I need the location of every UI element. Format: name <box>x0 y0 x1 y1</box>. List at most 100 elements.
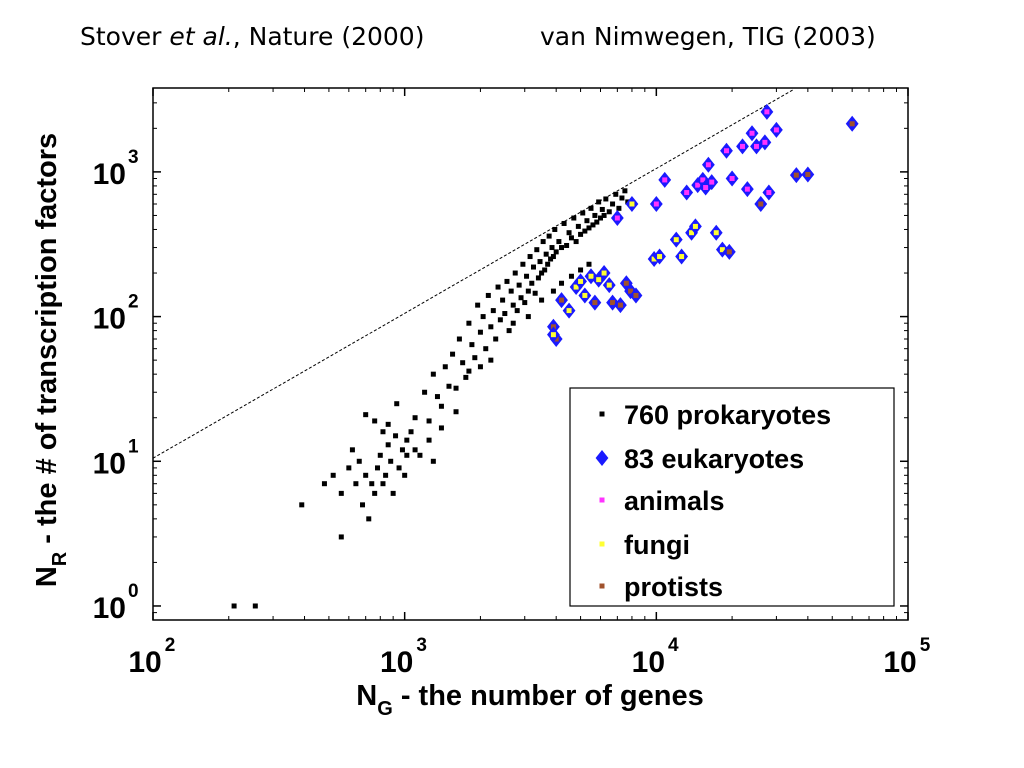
prokaryote-point <box>564 242 570 248</box>
protists-point <box>726 249 732 255</box>
fungi-point <box>673 237 679 243</box>
prokaryote-point <box>412 415 418 421</box>
prokaryote-point <box>231 603 237 609</box>
fungi-point <box>582 292 588 298</box>
fungi-point <box>601 270 607 276</box>
prokaryote-point <box>529 280 535 286</box>
animals-point <box>766 190 772 196</box>
prokaryote-point <box>372 490 378 496</box>
prokaryote-point <box>539 270 545 276</box>
prokaryote-point <box>549 245 555 251</box>
prokaryote-point <box>502 311 508 317</box>
prokaryote-point <box>463 374 469 380</box>
animals-point <box>703 185 709 191</box>
y-tick-exponent: 3 <box>128 147 139 168</box>
animals-point <box>753 143 759 149</box>
prokaryote-point <box>299 502 305 508</box>
x-tick-label: 10 <box>632 646 665 679</box>
prokaryote-point <box>537 259 543 265</box>
prokaryote-point <box>356 458 362 464</box>
figure-caption: Stover et al., Nature (2000) van Nimwege… <box>0 22 1024 72</box>
animals-point <box>700 177 706 183</box>
x-tick-exponent: 4 <box>668 635 679 656</box>
legend-label: fungi <box>624 530 690 560</box>
prokaryote-point <box>396 465 402 471</box>
animals-point <box>723 148 729 154</box>
animals-point <box>614 215 620 221</box>
prokaryote-point <box>442 364 448 370</box>
prokaryote-point <box>252 603 258 609</box>
prokaryote-point <box>430 458 436 464</box>
prokaryote-point <box>450 351 456 357</box>
prokaryote-point <box>580 210 586 216</box>
prokaryote-point <box>417 452 423 458</box>
protists-point <box>793 172 799 178</box>
fungi-point <box>651 256 657 262</box>
protists-point <box>849 121 855 127</box>
prokaryote-point <box>453 409 459 415</box>
prokaryote-point <box>466 320 472 326</box>
prokaryote-point <box>525 314 531 320</box>
prokaryote-point <box>430 371 436 377</box>
prokaryote-point <box>393 433 399 439</box>
prokaryote-point <box>598 215 604 221</box>
x-tick-label: 10 <box>883 646 916 679</box>
prokaryote-point <box>426 418 432 424</box>
prokaryote-point <box>518 295 524 301</box>
prokaryote-point <box>619 195 625 201</box>
prokaryote-point <box>388 458 394 464</box>
legend-marker-diamond <box>595 450 609 466</box>
prokaryote-point <box>510 302 516 308</box>
legend-label: protists <box>624 572 723 602</box>
fungi-point <box>679 254 685 260</box>
protists-point <box>805 171 811 177</box>
prokaryote-point <box>573 239 579 245</box>
prokaryote-point <box>493 336 499 342</box>
prokaryote-point <box>586 225 592 231</box>
legend-label: 760 prokaryotes <box>624 400 831 430</box>
prokaryote-point <box>360 502 366 508</box>
protists-point <box>628 288 634 294</box>
prokaryote-point <box>545 261 551 267</box>
y-tick-label: 10 <box>93 303 126 336</box>
animals-point <box>773 127 779 133</box>
prokaryote-point <box>456 336 462 342</box>
fungi-point <box>606 282 612 288</box>
prokaryote-point <box>525 288 531 294</box>
animals-point <box>764 109 770 115</box>
legend-box <box>569 387 895 607</box>
citation-etal: et al. <box>169 22 233 51</box>
prokaryote-point <box>372 418 378 424</box>
prokaryote-point <box>520 261 526 267</box>
prokaryote-point <box>394 401 400 407</box>
prokaryote-point <box>375 465 381 471</box>
prokaryote-point <box>475 302 481 308</box>
prokaryote-point <box>338 534 344 540</box>
prokaryote-point <box>488 324 494 330</box>
fungi-point <box>596 277 602 283</box>
prokaryote-point <box>535 275 541 281</box>
fungi-point <box>629 201 635 207</box>
prokaryote-point <box>553 249 559 255</box>
citation-journal: , Nature (2000) <box>232 22 425 51</box>
prokaryote-point <box>592 212 598 218</box>
prokaryote-point <box>434 394 440 400</box>
prokaryote-point <box>453 385 459 391</box>
reference-line <box>153 89 794 459</box>
prokaryote-point <box>472 355 478 361</box>
x-axis-title: NG - the number of genes <box>356 680 704 720</box>
prokaryote-point <box>539 297 545 303</box>
prokaryote-point <box>568 273 574 279</box>
prokaryote-point <box>582 228 588 234</box>
prokaryote-point <box>559 245 565 251</box>
animals-point <box>762 139 768 145</box>
prokaryote-point <box>543 251 549 257</box>
x-tick-exponent: 2 <box>165 635 176 656</box>
prokaryote-point <box>390 490 396 496</box>
citation-van-nimwegen: van Nimwegen, TIG (2003) <box>540 22 876 51</box>
prokaryote-point <box>613 191 619 197</box>
prokaryote-point <box>506 328 512 334</box>
citation-stover: Stover et al., Nature (2000) <box>80 22 424 51</box>
